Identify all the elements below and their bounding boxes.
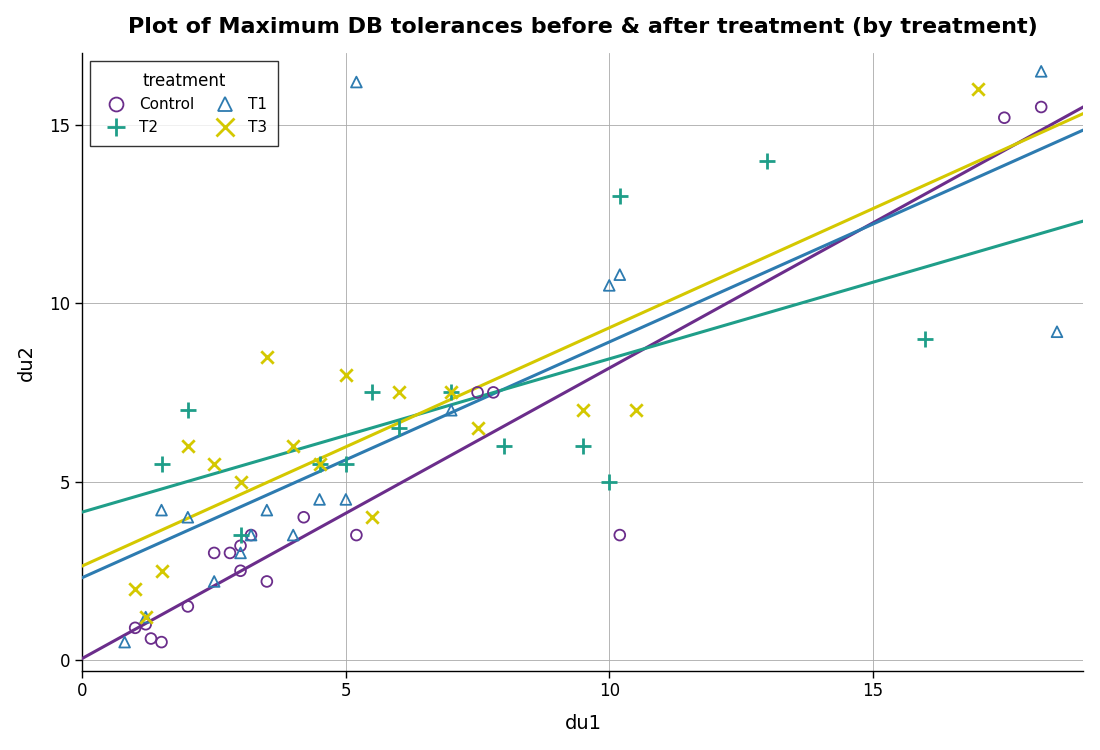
Point (348, 529, 365, 541)
Y-axis label: du2: du2 (16, 344, 35, 380)
Point (337, 458, 354, 470)
Point (389, 422, 407, 434)
Point (232, 476, 250, 488)
Point (258, 351, 276, 363)
Point (627, 404, 645, 416)
Point (232, 547, 250, 559)
Title: Plot of Maximum DB tolerances before & after treatment (by treatment): Plot of Maximum DB tolerances before & a… (128, 16, 1037, 37)
Point (179, 404, 197, 416)
Point (221, 547, 239, 559)
Point (206, 575, 223, 587)
Point (469, 422, 486, 434)
Point (206, 458, 223, 470)
Point (442, 386, 460, 398)
Point (206, 547, 223, 559)
Point (363, 386, 381, 398)
Point (232, 540, 250, 552)
Point (285, 440, 303, 452)
Point (485, 386, 503, 398)
Point (996, 112, 1013, 124)
Point (610, 529, 628, 541)
Point (610, 268, 628, 280)
Point (136, 618, 154, 630)
Point (179, 512, 197, 524)
Point (242, 529, 260, 541)
Point (337, 494, 354, 506)
Point (126, 622, 144, 634)
Point (348, 76, 365, 88)
Point (469, 386, 486, 398)
Point (126, 583, 144, 595)
Point (295, 512, 312, 524)
Point (916, 333, 934, 345)
Point (285, 529, 303, 541)
Point (258, 504, 276, 516)
Point (1033, 101, 1050, 113)
Point (495, 440, 513, 452)
Point (310, 458, 328, 470)
Point (601, 476, 618, 488)
Point (258, 575, 276, 587)
Point (153, 636, 170, 648)
Point (179, 601, 197, 613)
Point (153, 504, 170, 516)
Point (153, 565, 170, 577)
Point (179, 440, 197, 452)
Point (116, 636, 133, 648)
Point (574, 440, 592, 452)
Point (442, 404, 460, 416)
Point (232, 565, 250, 577)
Point (1033, 65, 1050, 77)
Point (310, 494, 328, 506)
Point (389, 386, 407, 398)
Point (759, 154, 777, 166)
Point (136, 611, 154, 623)
Point (142, 632, 160, 644)
Point (574, 404, 592, 416)
Point (610, 190, 628, 202)
Point (310, 458, 328, 470)
Point (242, 529, 260, 541)
Point (601, 279, 618, 291)
Point (153, 458, 170, 470)
X-axis label: du1: du1 (564, 714, 602, 734)
Point (363, 512, 381, 524)
Point (442, 386, 460, 398)
Legend: Control, T2, T1, T3: Control, T2, T1, T3 (90, 62, 277, 146)
Point (337, 368, 354, 380)
Point (136, 611, 154, 623)
Point (232, 529, 250, 541)
Point (969, 83, 987, 95)
Point (1048, 326, 1066, 338)
